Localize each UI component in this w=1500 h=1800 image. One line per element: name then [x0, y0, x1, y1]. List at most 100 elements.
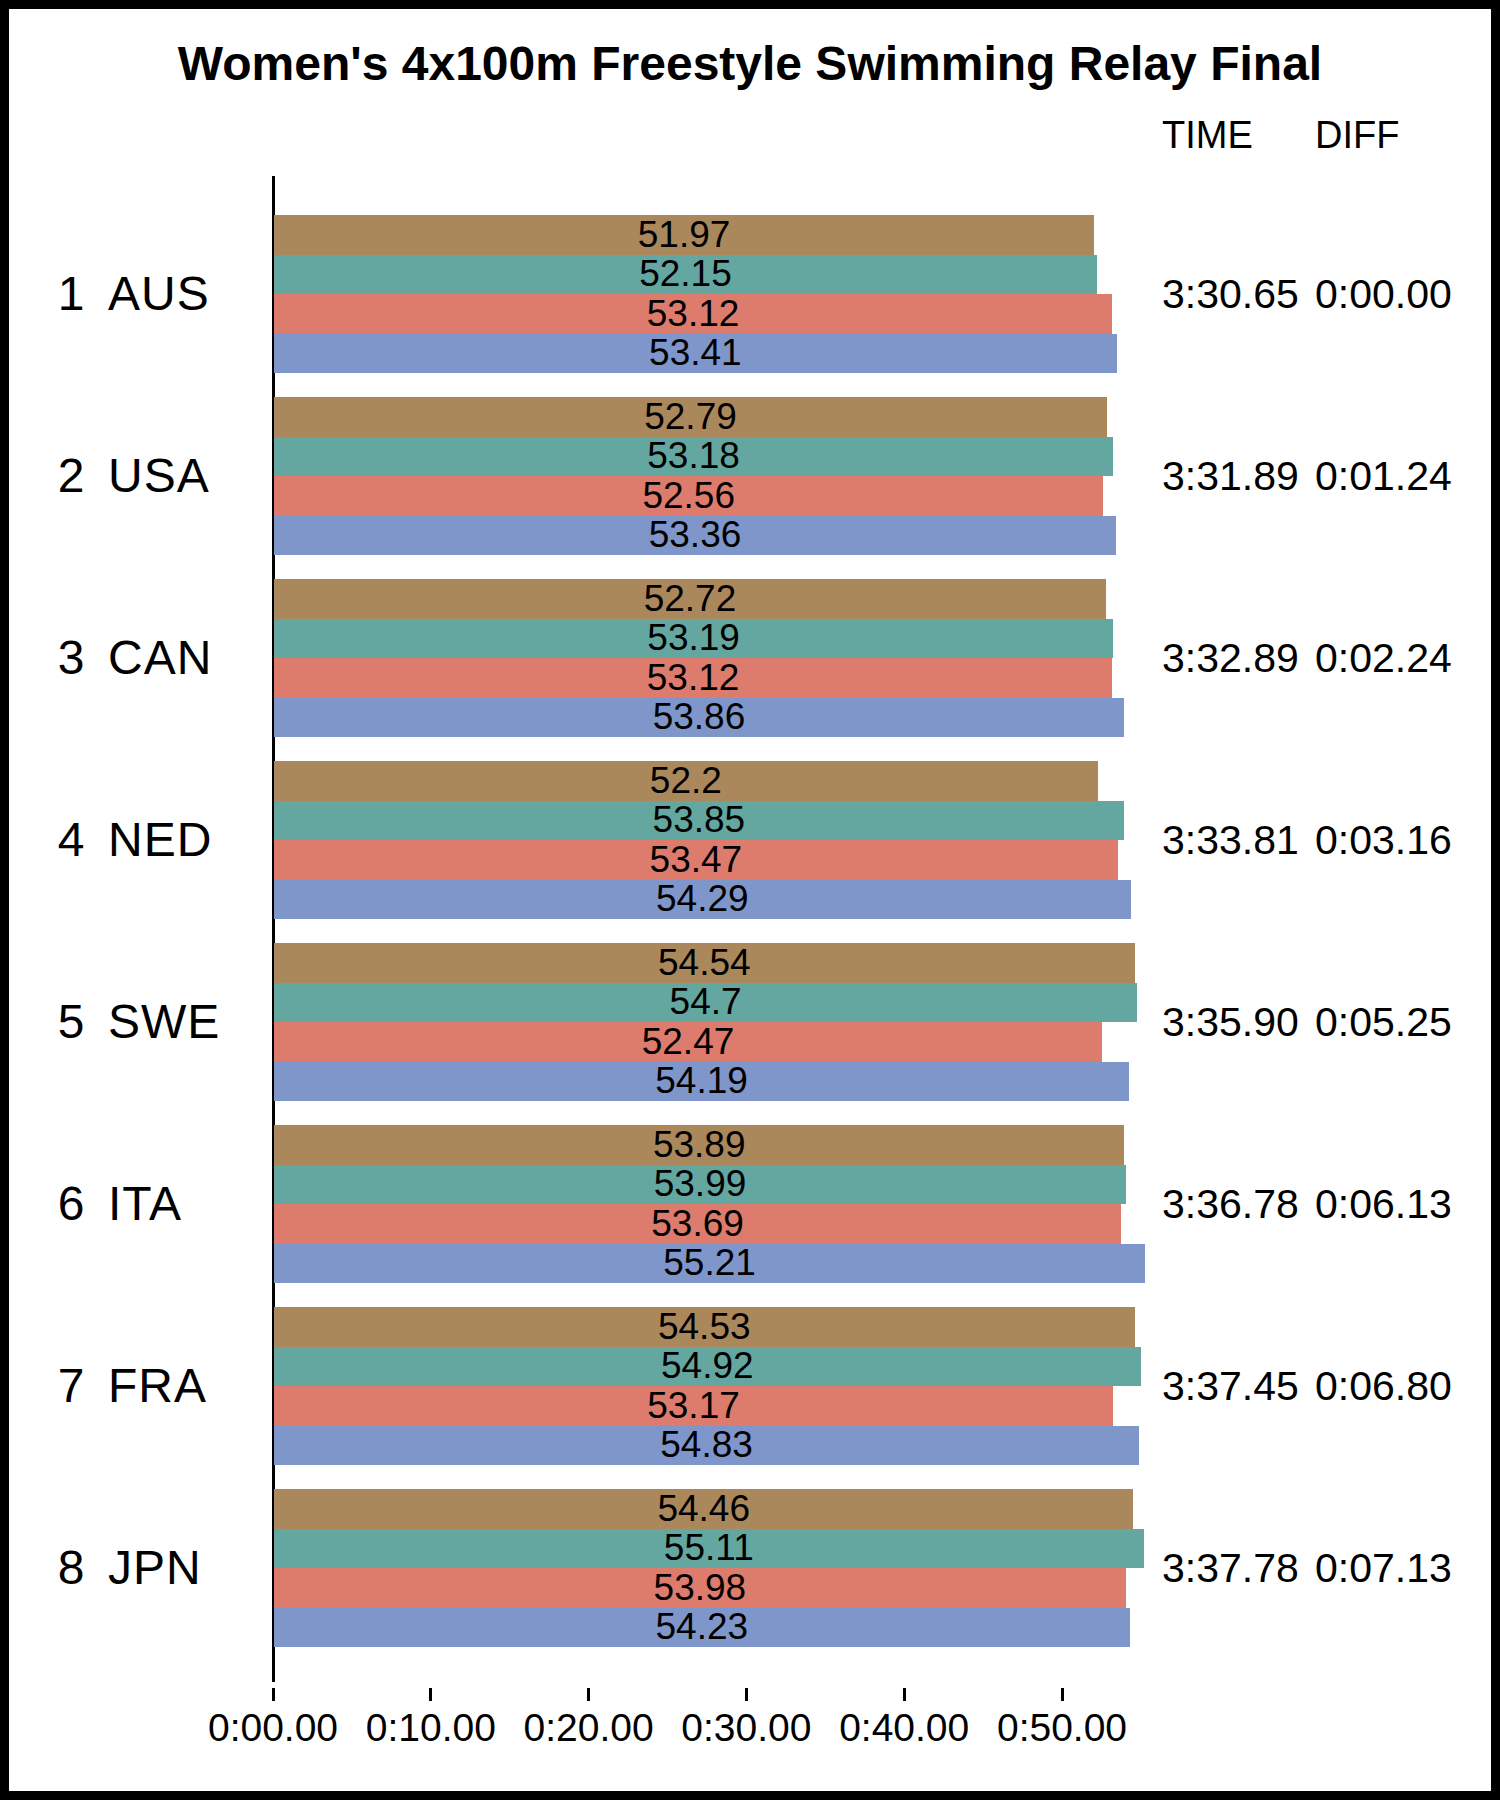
split-bar-label: 53.17 — [647, 1385, 740, 1427]
team-code: JPN — [108, 1489, 202, 1647]
time-diff: 0:07.13 — [1315, 1489, 1452, 1647]
split-bar-label: 52.47 — [642, 1021, 735, 1063]
split-bar-label: 54.83 — [660, 1424, 753, 1466]
split-bar: 52.72 — [274, 579, 1106, 619]
split-bar-label: 53.69 — [651, 1203, 744, 1245]
split-bar: 53.86 — [274, 698, 1124, 738]
split-bar: 54.7 — [274, 983, 1137, 1023]
split-bar: 53.12 — [274, 658, 1112, 698]
team-row: 4NED 52.253.8553.4754.29 3:33.810:03.16 — [0, 761, 1500, 919]
split-bar: 54.54 — [274, 943, 1135, 983]
split-bar-label: 51.97 — [638, 214, 731, 256]
relay-results-chart: Women's 4x100m Freestyle Swimming Relay … — [0, 0, 1500, 1800]
total-time: 3:37.45 — [1162, 1307, 1299, 1465]
split-bar: 53.47 — [274, 840, 1118, 880]
split-bar-label: 54.23 — [656, 1606, 749, 1648]
team-code: ITA — [108, 1125, 182, 1283]
split-bar: 54.23 — [274, 1608, 1130, 1648]
total-time: 3:32.89 — [1162, 579, 1299, 737]
x-axis-tick — [429, 1688, 432, 1701]
split-bar: 53.41 — [274, 334, 1117, 374]
time-column-header: TIME — [1162, 114, 1253, 157]
split-bar-label: 53.19 — [647, 617, 740, 659]
split-bar: 54.83 — [274, 1426, 1139, 1466]
rank-label: 5 — [40, 943, 102, 1101]
team-row: 3CAN 52.7253.1953.1253.86 3:32.890:02.24 — [0, 579, 1500, 737]
split-bar-label: 55.21 — [663, 1242, 756, 1284]
team-row: 1AUS 51.9752.1553.1253.41 3:30.650:00.00 — [0, 215, 1500, 373]
split-bar: 52.79 — [274, 397, 1107, 437]
team-row: 6ITA53.8953.9953.6955.213:36.780:06.13 — [0, 1125, 1500, 1283]
split-bar-label: 53.36 — [649, 514, 742, 556]
rank-label: 3 — [40, 579, 102, 737]
chart-title: Women's 4x100m Freestyle Swimming Relay … — [0, 36, 1500, 91]
team-code: USA — [108, 397, 210, 555]
split-bar: 53.99 — [274, 1165, 1126, 1205]
split-bar-label: 54.92 — [661, 1345, 754, 1387]
split-bar: 53.69 — [274, 1204, 1121, 1244]
split-bar: 52.15 — [274, 255, 1097, 295]
split-bar-label: 53.99 — [654, 1163, 747, 1205]
split-bar-label: 52.72 — [644, 578, 737, 620]
x-axis-tick — [745, 1688, 748, 1701]
split-bar-label: 53.47 — [650, 839, 743, 881]
team-row: 8JPN54.4655.1153.9854.233:37.780:07.13 — [0, 1489, 1500, 1647]
split-bar-label: 54.46 — [657, 1488, 750, 1530]
team-code: AUS — [108, 215, 210, 373]
split-bar: 55.21 — [274, 1244, 1145, 1284]
split-bar-label: 53.86 — [653, 696, 746, 738]
split-bar: 54.53 — [274, 1307, 1135, 1347]
total-time: 3:30.65 — [1162, 215, 1299, 373]
split-bar-label: 52.56 — [642, 475, 735, 517]
team-code: CAN — [108, 579, 212, 737]
team-row: 7FRA 54.5354.9253.1754.83 3:37.450:06.80 — [0, 1307, 1500, 1465]
x-axis-tick — [272, 1688, 275, 1701]
split-bar-label: 55.11 — [664, 1527, 754, 1569]
split-bar: 54.19 — [274, 1062, 1129, 1102]
split-bar: 54.92 — [274, 1347, 1141, 1387]
team-code: FRA — [108, 1307, 207, 1465]
diff-column-header: DIFF — [1315, 114, 1399, 157]
rank-label: 4 — [40, 761, 102, 919]
total-time: 3:33.81 — [1162, 761, 1299, 919]
split-bar: 53.89 — [274, 1125, 1124, 1165]
split-bar-label: 53.98 — [654, 1567, 747, 1609]
split-bar-label: 52.79 — [644, 396, 737, 438]
split-bar: 53.17 — [274, 1386, 1113, 1426]
split-bar: 53.19 — [274, 619, 1113, 659]
team-code: NED — [108, 761, 212, 919]
split-bar: 52.47 — [274, 1022, 1102, 1062]
rank-label: 2 — [40, 397, 102, 555]
time-diff: 0:03.16 — [1315, 761, 1452, 919]
split-bar-label: 54.54 — [658, 942, 751, 984]
split-bar: 55.11 — [274, 1529, 1144, 1569]
split-bar-label: 54.29 — [656, 878, 749, 920]
rank-label: 7 — [40, 1307, 102, 1465]
total-time: 3:31.89 — [1162, 397, 1299, 555]
split-bar-label: 53.12 — [647, 293, 740, 335]
split-bar: 52.2 — [274, 761, 1098, 801]
x-axis-tick-label: 0:50.00 — [942, 1706, 1182, 1750]
split-bar: 53.98 — [274, 1568, 1126, 1608]
split-bar-label: 53.12 — [647, 657, 740, 699]
total-time: 3:37.78 — [1162, 1489, 1299, 1647]
split-bar-label: 54.53 — [658, 1306, 751, 1348]
rank-label: 1 — [40, 215, 102, 373]
time-diff: 0:00.00 — [1315, 215, 1452, 373]
split-bar: 53.85 — [274, 801, 1124, 841]
split-bar-label: 54.7 — [670, 981, 742, 1023]
total-time: 3:35.90 — [1162, 943, 1299, 1101]
total-time: 3:36.78 — [1162, 1125, 1299, 1283]
split-bar-label: 53.85 — [653, 799, 746, 841]
time-diff: 0:05.25 — [1315, 943, 1452, 1101]
time-diff: 0:06.80 — [1315, 1307, 1452, 1465]
split-bar: 52.56 — [274, 476, 1103, 516]
split-bar: 53.36 — [274, 516, 1116, 556]
time-diff: 0:06.13 — [1315, 1125, 1452, 1283]
split-bar-label: 53.18 — [647, 435, 740, 477]
x-axis-tick — [587, 1688, 590, 1701]
time-diff: 0:02.24 — [1315, 579, 1452, 737]
x-axis-tick — [1061, 1688, 1064, 1701]
split-bar: 54.46 — [274, 1489, 1133, 1529]
split-bar-label: 53.41 — [649, 332, 742, 374]
